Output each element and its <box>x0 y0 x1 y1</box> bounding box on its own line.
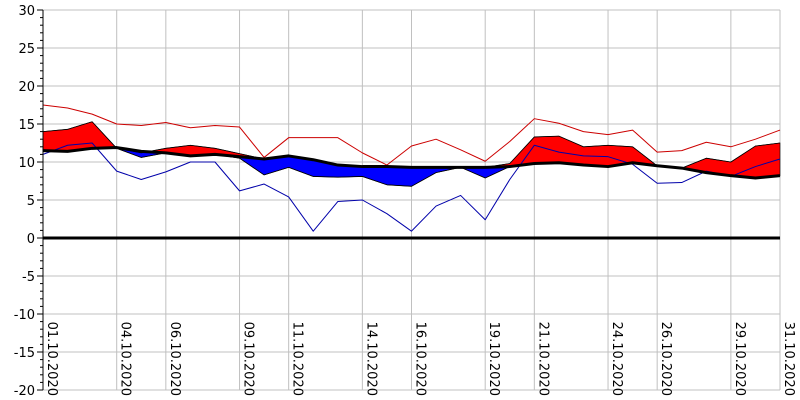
x-tick-label: 04.10.2020 <box>118 322 133 396</box>
series-lines <box>42 104 781 232</box>
x-tick-label: 19.10.2020 <box>486 322 501 396</box>
y-tick-label: 30 <box>18 4 35 19</box>
x-tick-label: 21.10.2020 <box>535 322 550 396</box>
mean-line <box>42 146 781 180</box>
min-line <box>42 142 781 232</box>
y-tick-label: 10 <box>18 156 35 171</box>
y-tick-label: -20 <box>14 384 35 399</box>
x-tick-label: 06.10.2020 <box>167 322 182 396</box>
tick-labels: -20 -15 -10 -5 0 5 10 15 20 25 30 01.10.2020 04.10.2… <box>14 4 796 399</box>
x-tick-label: 14.10.2020 <box>363 322 378 396</box>
y-tick-label: -10 <box>14 308 35 323</box>
x-tick-label: 29.10.2020 <box>732 322 747 396</box>
x-tick-label: 16.10.2020 <box>413 322 428 396</box>
x-tick-label: 11.10.2020 <box>290 322 305 396</box>
x-tick-label: 24.10.2020 <box>609 322 624 396</box>
x-tick-label: 26.10.2020 <box>658 322 673 396</box>
max-line <box>42 104 781 166</box>
y-tick-label: 20 <box>18 80 35 95</box>
x-tick-label: 31.10.2020 <box>781 322 796 396</box>
x-tick-label: 09.10.2020 <box>241 322 256 396</box>
y-tick-label: 0 <box>27 232 35 247</box>
y-tick-label: 15 <box>18 118 35 133</box>
x-tick-label: 01.10.2020 <box>44 322 59 396</box>
axes <box>37 9 780 391</box>
y-tick-label: 5 <box>27 194 35 209</box>
y-tick-label: 25 <box>18 42 35 57</box>
y-tick-label: -15 <box>14 346 35 361</box>
y-tick-label: -5 <box>22 270 35 285</box>
